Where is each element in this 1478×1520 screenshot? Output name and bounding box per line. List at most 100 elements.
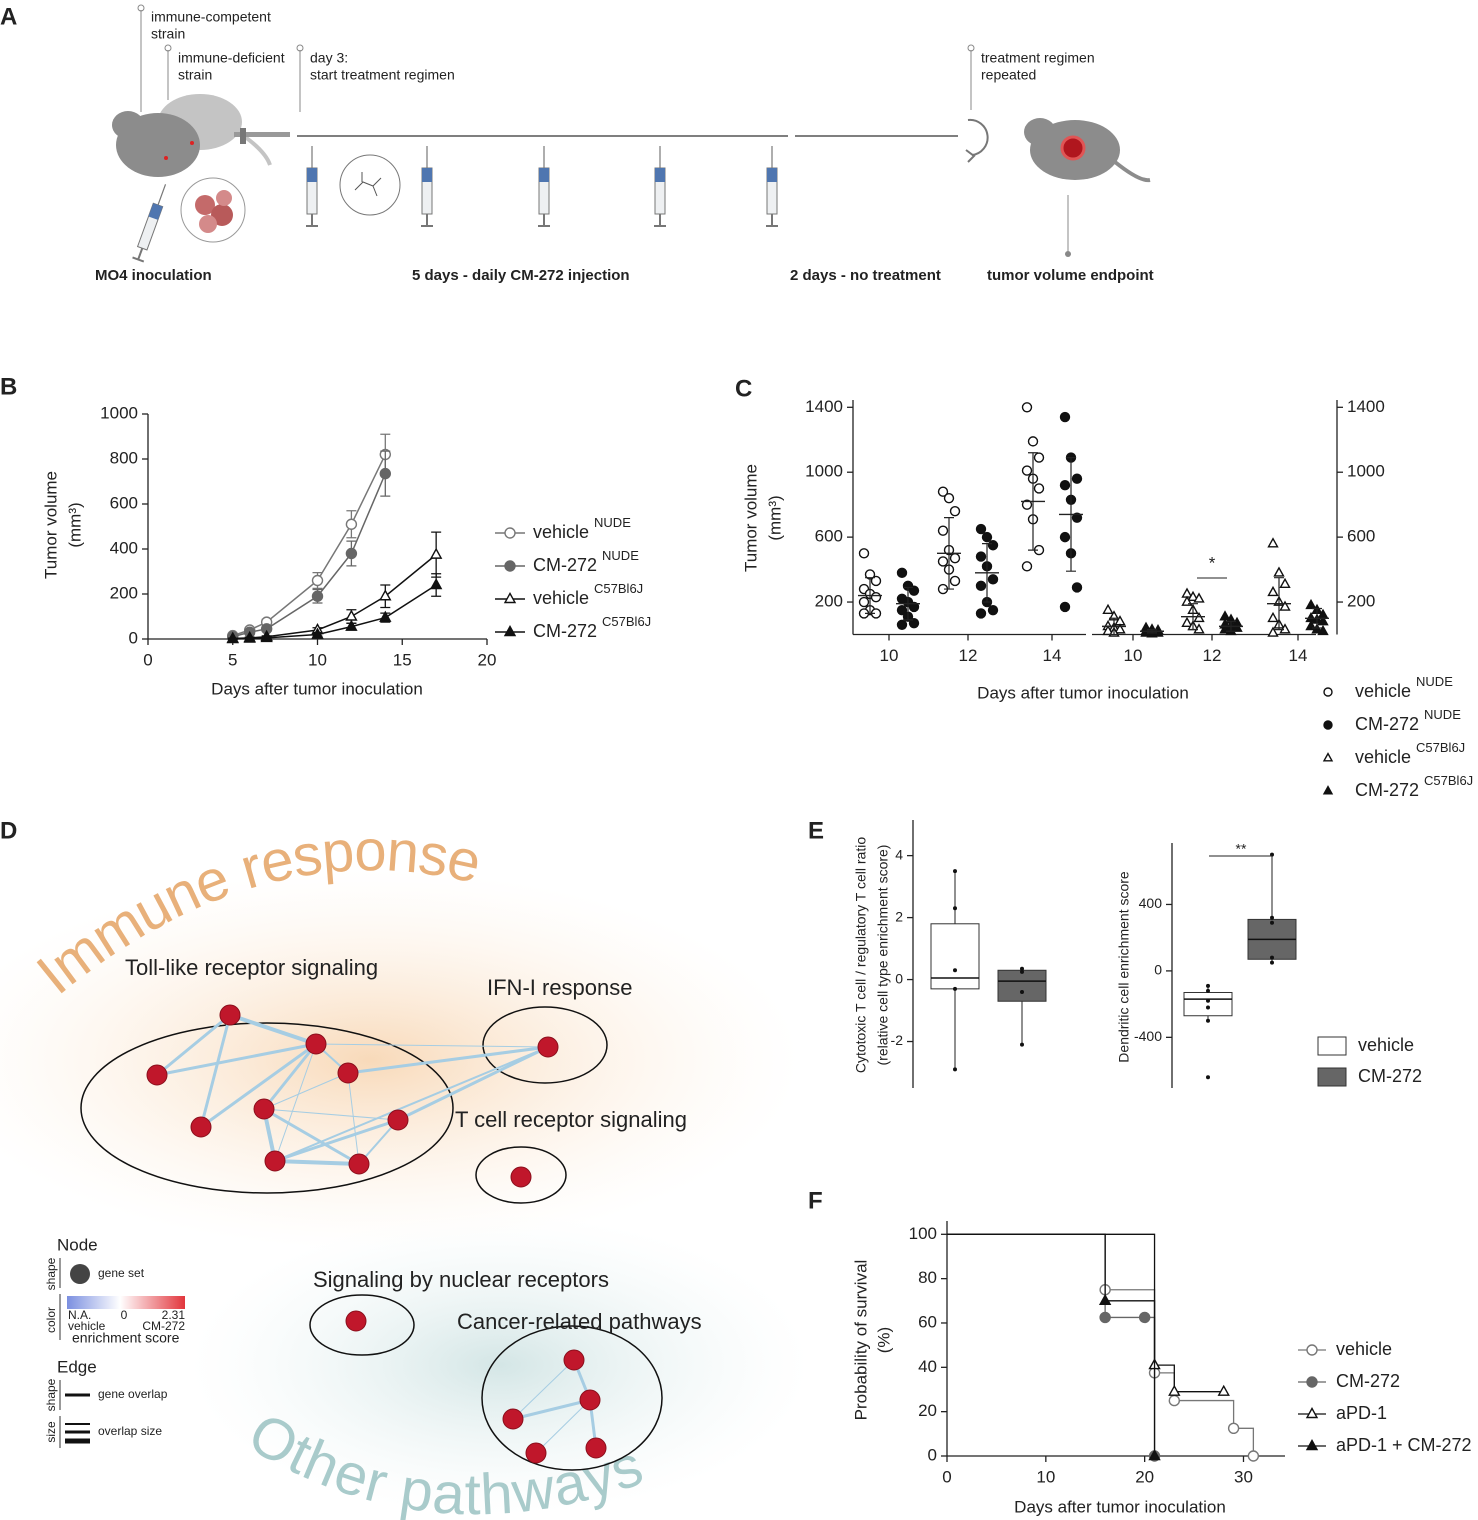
marker (1273, 566, 1285, 577)
marker (943, 492, 955, 504)
timeline-illustration (765, 145, 779, 227)
timeline-text: day 3: (310, 50, 348, 66)
marker (1021, 561, 1033, 572)
timeline-illustration (420, 145, 434, 227)
network-edge (274, 1046, 549, 1162)
legend-label: CM-272 NUDE (1355, 707, 1461, 733)
network-edge (199, 1042, 318, 1129)
cluster-outline (80, 1006, 663, 1471)
cluster-label: IFN-I response (487, 975, 633, 1000)
marker (1193, 623, 1205, 634)
timeline-text: 2 days - no treatment (790, 267, 941, 284)
marker (345, 619, 358, 631)
timeline-illustration (967, 44, 975, 52)
x-tick-label: 20 (478, 650, 497, 669)
annotation: * (1209, 553, 1216, 572)
timeline-text: immune-competent strain immune-deficient… (95, 9, 1154, 284)
marker (504, 527, 516, 539)
network-background (0, 870, 800, 1250)
network-legend: 2.31 (162, 1308, 186, 1322)
marker (503, 625, 517, 637)
legend-strain: NUDE (594, 515, 631, 530)
marker (1102, 624, 1114, 636)
timeline-text: immune-deficient (178, 50, 285, 66)
network-legend: 0 (121, 1308, 128, 1322)
y-tick-label: 600 (815, 527, 843, 546)
marker (1317, 624, 1329, 636)
network-node (585, 1437, 607, 1459)
point (1270, 955, 1274, 960)
legend-label: CM-272 C57Bl6J (1355, 773, 1473, 799)
y-axis-title: (relative cell type enrichment score) (875, 845, 891, 1066)
point (953, 968, 957, 973)
marker (937, 525, 949, 536)
x-tick-label: 30 (1234, 1467, 1253, 1486)
legend-name: vehicle (1355, 747, 1411, 767)
legend-name: CM-272 (1355, 714, 1419, 734)
x-axis-title: Days after tumor inoculation (211, 679, 423, 698)
point (1206, 998, 1210, 1003)
legend-label: vehicle NUDE (1355, 674, 1453, 700)
network-edge (262, 1107, 361, 1166)
marker (1021, 499, 1033, 510)
network-edge (273, 1118, 400, 1163)
timeline-text: 5 days - daily CM-272 injection (412, 267, 630, 284)
marker (1187, 590, 1199, 602)
marker (870, 575, 882, 587)
legend-label: vehicle (1358, 1035, 1414, 1055)
timeline-illustration (653, 145, 667, 227)
network-legend: overlap size (98, 1424, 162, 1438)
marker (896, 604, 908, 616)
marker (1217, 1384, 1230, 1396)
marker (1059, 411, 1071, 423)
timeline-illustration (296, 44, 304, 52)
panel-labels: A (0, 3, 17, 30)
marker (1059, 531, 1071, 543)
timeline-illustration (234, 132, 290, 137)
marker (1267, 611, 1279, 623)
y-tick-label: 600 (1347, 527, 1375, 546)
legend-strain: NUDE (1424, 707, 1461, 722)
cluster-outline (482, 1006, 608, 1084)
network-legend: color (44, 1307, 58, 1333)
marker (503, 592, 517, 604)
marker (1231, 621, 1243, 632)
marker (1247, 1450, 1260, 1462)
marker (1306, 1376, 1318, 1388)
marker (908, 601, 920, 613)
marker (1071, 512, 1083, 523)
y-axis-title: Cytotoxic T cell / regulatory T cell rat… (853, 837, 869, 1073)
marker (1267, 626, 1279, 637)
marker (311, 590, 324, 602)
network-background (0, 870, 810, 1515)
network-edge (228, 1013, 318, 1046)
legend-strain: NUDE (602, 548, 639, 563)
y-tick-label: 200 (110, 583, 138, 602)
y-axis-title: Tumor volume (741, 464, 760, 572)
y-tick-label: -400 (1134, 1028, 1162, 1044)
x-tick-label: 5 (228, 650, 237, 669)
network-edge (346, 1045, 550, 1075)
x-tick-label: 10 (1036, 1467, 1055, 1486)
marker (1102, 603, 1114, 615)
survival-curve (947, 1233, 1156, 1456)
network-edge (347, 1072, 360, 1165)
box (997, 969, 1047, 1002)
y-tick-label: 200 (815, 592, 843, 611)
x-tick-label: 10 (880, 646, 899, 665)
timeline-illustration (164, 156, 168, 160)
legend-name: vehicle (533, 522, 589, 542)
point (1020, 1042, 1024, 1047)
legend-label: vehicle (1336, 1339, 1392, 1359)
point (953, 906, 957, 911)
marker (975, 551, 987, 562)
point (953, 1067, 957, 1072)
cluster-outline (309, 1294, 415, 1356)
y-tick-label: 400 (110, 538, 138, 557)
y-tick-label: 0 (1154, 962, 1162, 978)
y-axis-title: (mm³) (765, 495, 784, 540)
y-tick-label: 1000 (100, 403, 138, 422)
timeline-illustration (137, 4, 145, 12)
network-legend: gene set (98, 1266, 145, 1280)
